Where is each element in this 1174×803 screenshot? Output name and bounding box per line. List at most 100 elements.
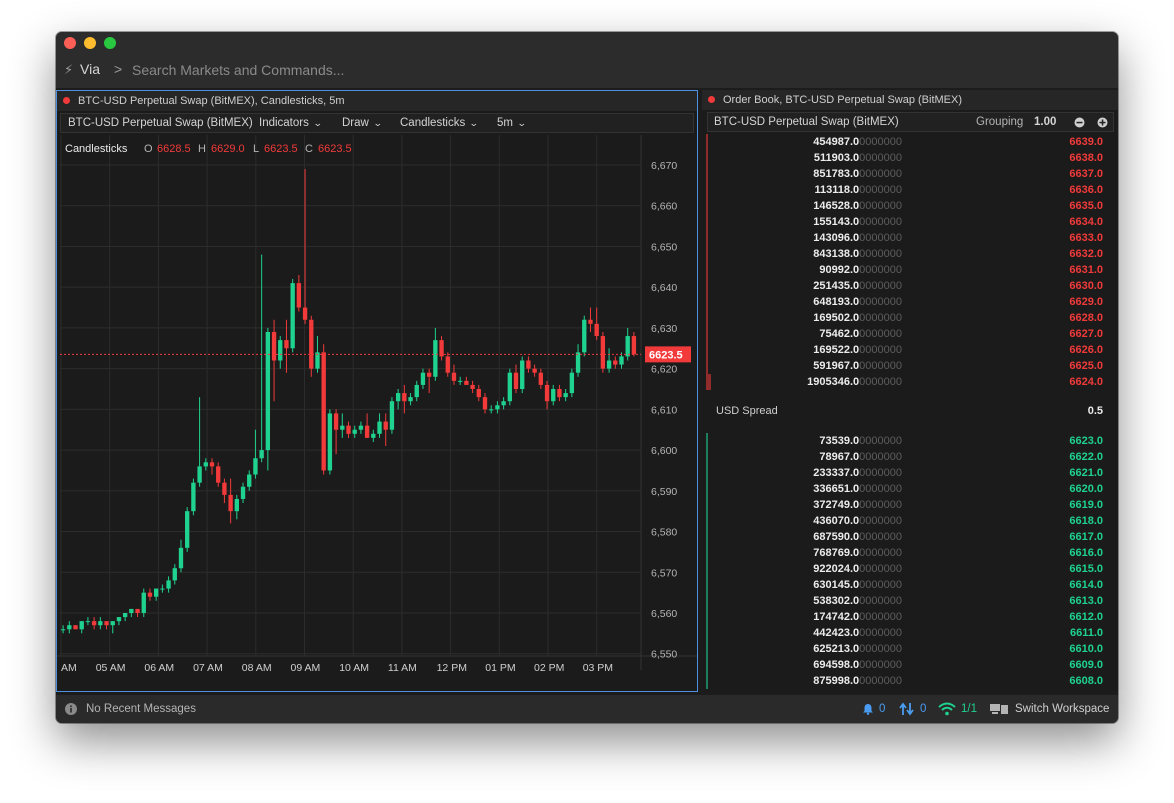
indicators-dropdown[interactable]: Indicators ⌄: [259, 117, 323, 129]
bid-row[interactable]: 78967.00000000 6622.0: [702, 449, 1118, 465]
ask-row[interactable]: 169522.00000000 6626.0: [702, 342, 1118, 358]
bid-row[interactable]: 630145.00000000 6614.0: [702, 577, 1118, 593]
candle-body: [216, 466, 221, 483]
ask-quantity-suffix: 0000000: [859, 296, 902, 308]
ask-quantity-suffix: 0000000: [859, 344, 902, 356]
bid-quantity-suffix: 0000000: [859, 611, 902, 623]
bid-row[interactable]: 372749.00000000 6619.0: [702, 497, 1118, 513]
spread-label: USD Spread: [716, 405, 778, 417]
bid-row[interactable]: 538302.00000000 6613.0: [702, 593, 1118, 609]
bid-row[interactable]: 174742.00000000 6612.0: [702, 609, 1118, 625]
market-selector[interactable]: BTC-USD Perpetual Swap (BitMEX): [68, 117, 253, 129]
bid-row[interactable]: 442423.00000000 6611.0: [702, 625, 1118, 641]
bid-row[interactable]: 875998.00000000 6608.0: [702, 673, 1118, 689]
bid-quantity-value: 336651.0: [813, 483, 860, 495]
candle-body: [271, 331, 277, 361]
x-tick-label: 11 AM: [388, 662, 417, 674]
bid-row[interactable]: 436070.00000000 6618.0: [702, 513, 1118, 529]
bid-row[interactable]: 687590.00000000 6617.0: [702, 529, 1118, 545]
ask-row[interactable]: 90992.00000000 6631.0: [702, 262, 1118, 278]
ask-row[interactable]: 75462.00000000 6627.0: [702, 326, 1118, 342]
bid-quantity-suffix: 0000000: [859, 547, 902, 559]
ask-row[interactable]: 1905346.00000000 6624.0: [702, 374, 1118, 390]
candle-body: [265, 331, 271, 451]
bid-row[interactable]: 625213.00000000 6610.0: [702, 641, 1118, 657]
bid-depth-bar: [706, 513, 708, 529]
ask-row[interactable]: 143096.00000000 6633.0: [702, 230, 1118, 246]
ask-row[interactable]: 113118.00000000 6636.0: [702, 182, 1118, 198]
ask-quantity-value: 143096.0: [813, 232, 860, 244]
bid-price: 6623.0: [1069, 435, 1103, 447]
minus-circle-icon[interactable]: [1074, 117, 1085, 128]
chevron-down-icon: ⌄: [469, 118, 479, 128]
x-tick-label: 03 PM: [583, 662, 613, 674]
candle-body: [309, 319, 314, 369]
y-tick-label: 6,620: [651, 364, 677, 376]
candle-body: [153, 588, 159, 597]
ohlc-open-key: O: [144, 143, 153, 155]
draw-dropdown[interactable]: Draw ⌄: [342, 117, 383, 129]
order-book-header: Order Book, BTC-USD Perpetual Swap (BitM…: [702, 90, 1118, 110]
candle-body: [166, 580, 171, 589]
plus-circle-icon[interactable]: [1097, 117, 1108, 128]
candle-body: [439, 340, 444, 357]
bid-quantity: 538302.00000000: [813, 595, 902, 607]
bid-quantity-suffix: 0000000: [859, 659, 902, 671]
bid-depth-bar: [706, 625, 708, 641]
candle-body: [284, 340, 289, 349]
ask-row[interactable]: 251435.00000000 6630.0: [702, 278, 1118, 294]
ask-row[interactable]: 648193.00000000 6629.0: [702, 294, 1118, 310]
ask-quantity-suffix: 0000000: [859, 360, 902, 372]
ask-row[interactable]: 851783.00000000 6637.0: [702, 166, 1118, 182]
ask-row[interactable]: 169502.00000000 6628.0: [702, 310, 1118, 326]
candle-body: [160, 588, 165, 590]
interval-dropdown[interactable]: 5m ⌄: [497, 117, 527, 129]
minimize-window-button[interactable]: [84, 37, 96, 49]
bid-quantity-suffix: 0000000: [859, 627, 902, 639]
title-bar: ⚡ Via >: [56, 32, 1118, 88]
ohlc-close-value: 6623.5: [318, 143, 352, 155]
bid-row[interactable]: 694598.00000000 6609.0: [702, 657, 1118, 673]
bid-row[interactable]: 922024.00000000 6615.0: [702, 561, 1118, 577]
wifi-icon[interactable]: [938, 702, 956, 716]
bell-icon[interactable]: [862, 703, 874, 715]
order-book-market: BTC-USD Perpetual Swap (BitMEX): [714, 116, 899, 128]
candlestick-chart[interactable]: 6,670 6,660 6,650 6,640 6,630 6,620 6,610 6,600…: [57, 135, 697, 691]
ask-quantity: 155143.00000000: [813, 216, 902, 228]
maximize-window-button[interactable]: [104, 37, 116, 49]
ask-row[interactable]: 843138.00000000 6632.0: [702, 246, 1118, 262]
candle-body: [482, 397, 488, 410]
bid-row[interactable]: 336651.00000000 6620.0: [702, 481, 1118, 497]
bid-depth-bar: [706, 481, 708, 497]
bid-row[interactable]: 233337.00000000 6621.0: [702, 465, 1118, 481]
ask-quantity-suffix: 0000000: [859, 248, 902, 260]
ask-quantity-suffix: 0000000: [859, 312, 902, 324]
ask-price: 6633.0: [1069, 232, 1103, 244]
ask-price: 6639.0: [1069, 136, 1103, 148]
ask-row[interactable]: 511903.00000000 6638.0: [702, 150, 1118, 166]
transfer-arrows-icon[interactable]: [899, 702, 915, 716]
ask-row[interactable]: 591967.00000000 6625.0: [702, 358, 1118, 374]
chart-type-dropdown[interactable]: Candlesticks ⌄: [400, 117, 479, 129]
command-search-input[interactable]: [132, 60, 532, 80]
candle-body: [402, 393, 407, 402]
ask-row[interactable]: 454987.00000000 6639.0: [702, 134, 1118, 150]
bid-quantity: 625213.00000000: [813, 643, 902, 655]
close-window-button[interactable]: [64, 37, 76, 49]
bid-row[interactable]: 768769.00000000 6616.0: [702, 545, 1118, 561]
candle-body: [619, 356, 624, 365]
candle-body: [588, 319, 593, 324]
bid-quantity-suffix: 0000000: [859, 531, 902, 543]
ask-quantity-value: 591967.0: [813, 360, 860, 372]
ohlc-low-value: 6623.5: [264, 143, 298, 155]
bid-depth-bar: [706, 577, 708, 593]
y-tick-label: 6,570: [651, 567, 677, 579]
bid-quantity: 694598.00000000: [813, 659, 902, 671]
ohlc-series-label: Candlesticks: [65, 143, 128, 155]
switch-workspace-button[interactable]: Switch Workspace: [1015, 703, 1110, 715]
ask-row[interactable]: 155143.00000000 6634.0: [702, 214, 1118, 230]
ask-row[interactable]: 146528.00000000 6635.0: [702, 198, 1118, 214]
bid-quantity: 442423.00000000: [813, 627, 902, 639]
messages-status[interactable]: No Recent Messages: [86, 703, 196, 715]
bid-row[interactable]: 73539.00000000 6623.0: [702, 433, 1118, 449]
